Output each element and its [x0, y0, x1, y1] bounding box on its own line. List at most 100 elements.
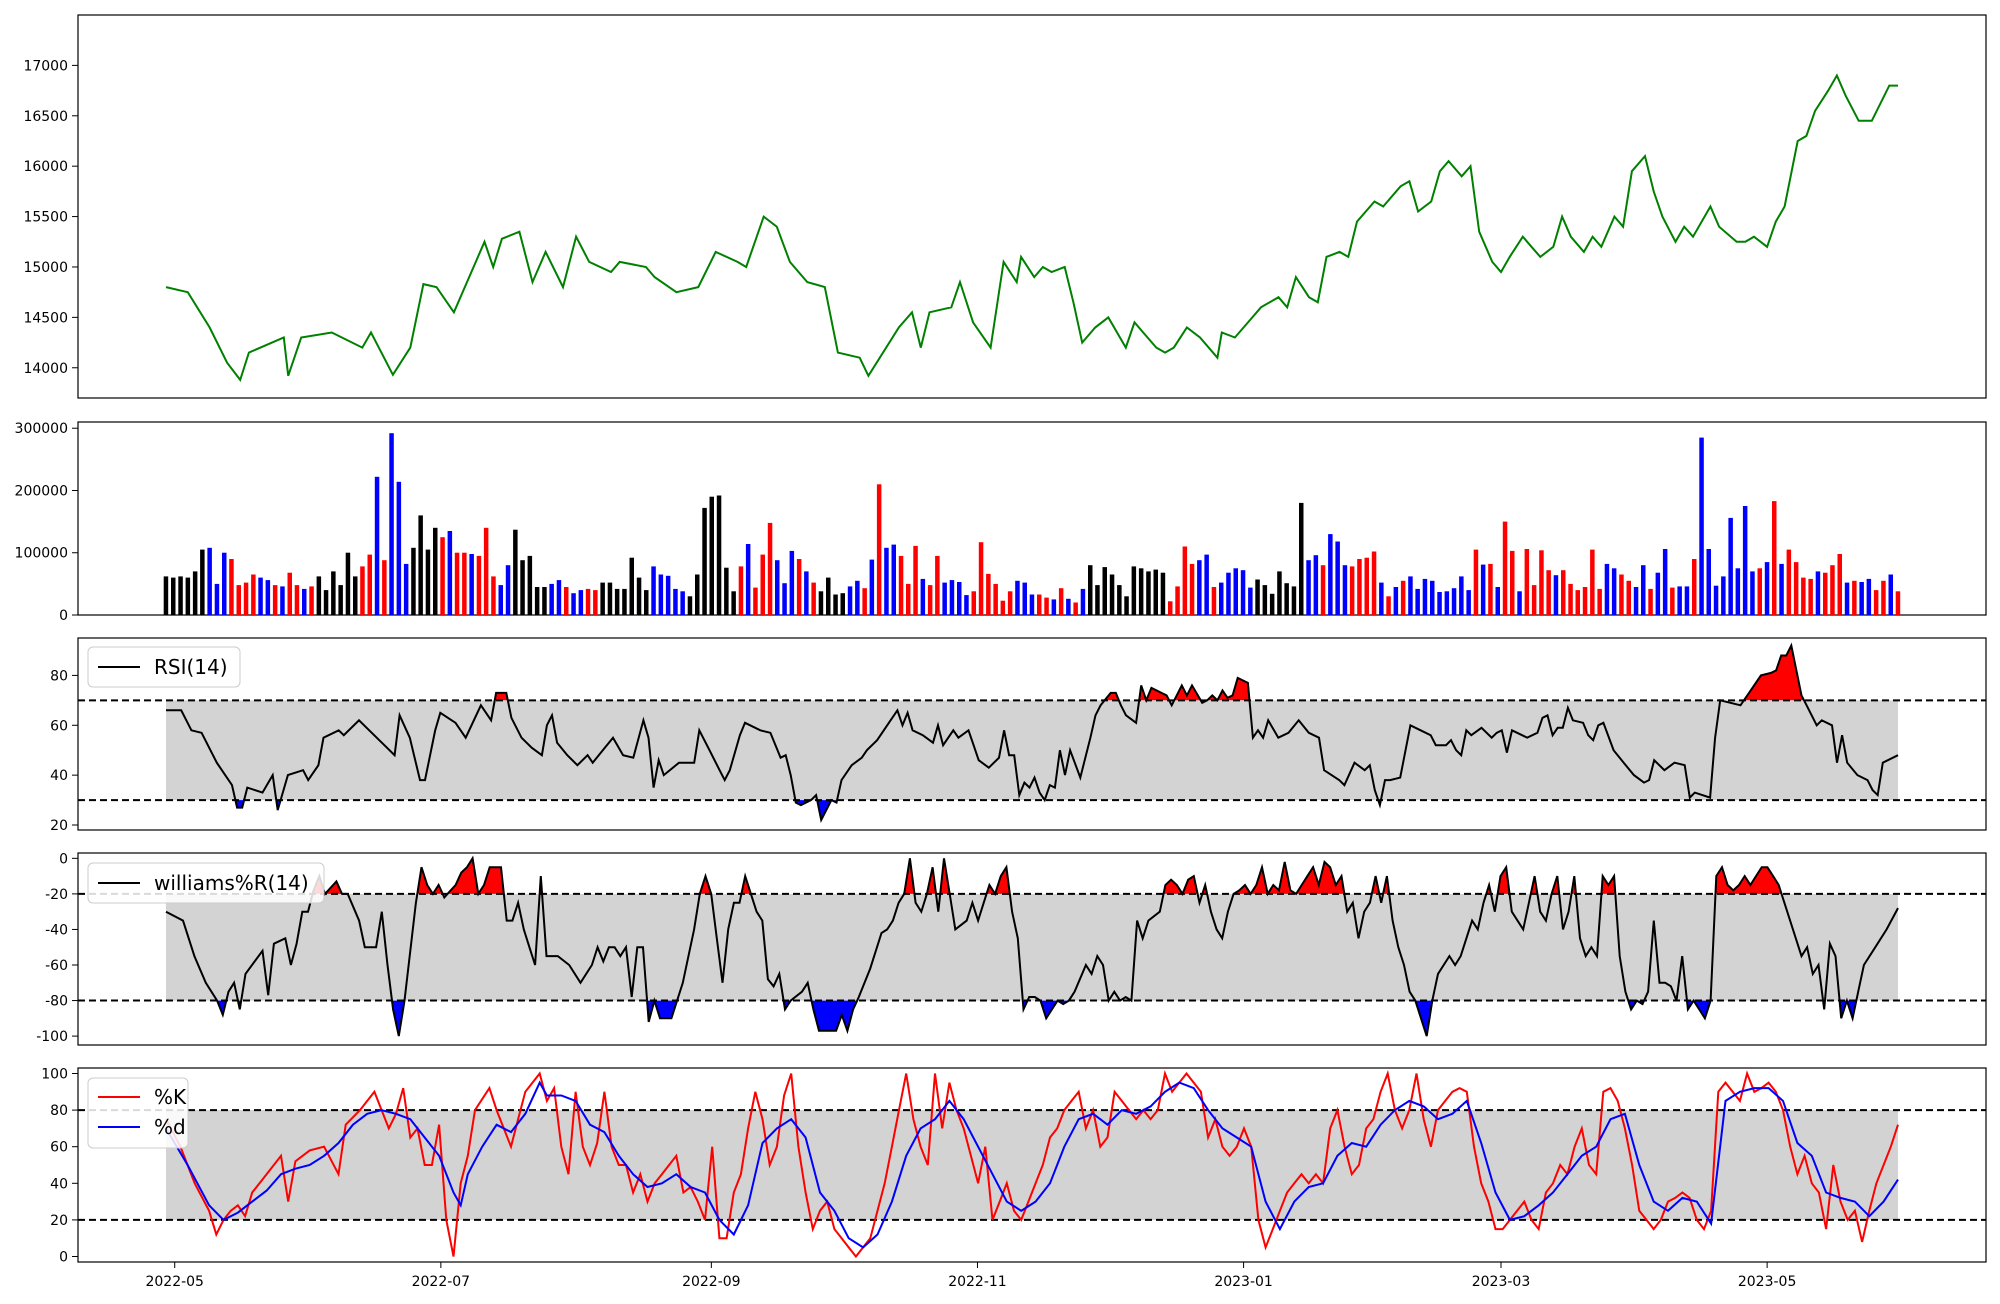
price-frame [77, 14, 1987, 399]
volume-bar [1793, 562, 1799, 615]
rsi-legend-label: RSI(14) [154, 655, 228, 679]
volume-bar [345, 552, 351, 615]
volume-bar [454, 552, 460, 615]
volume-bar [1007, 591, 1013, 615]
volume-bar [811, 582, 816, 615]
price-line [165, 73, 1898, 383]
volume-bar [869, 559, 875, 615]
volume-bar [1735, 568, 1741, 615]
volume-bar [243, 582, 249, 615]
rsi-overbought-fill [1217, 677, 1250, 701]
volume-bar [1342, 565, 1348, 615]
volume-bar [1291, 586, 1297, 615]
x-tick-label: 2022-09 [682, 1274, 741, 1290]
williams-ytick-label: 0 [59, 851, 68, 867]
williams-oversold-fill [392, 1000, 405, 1037]
volume-bar [556, 580, 562, 615]
volume-bar [1852, 580, 1857, 615]
volume-bar [1269, 593, 1275, 615]
volume-bar [1626, 580, 1631, 615]
volume-bar [1611, 568, 1617, 615]
volume-bar [898, 555, 904, 615]
volume-bar [796, 559, 802, 615]
stochastic-ytick-label: 80 [50, 1103, 68, 1119]
volume-bar [731, 591, 736, 615]
volume-bar [1182, 546, 1188, 615]
williams-overbought-fill [1715, 867, 1782, 894]
volume-bar [360, 566, 365, 615]
volume-bar [1408, 576, 1413, 615]
volume-bar [1786, 549, 1792, 615]
volume-bar [1095, 585, 1100, 615]
volume-bar [1080, 588, 1086, 615]
volume-bar [1866, 578, 1872, 615]
volume-bar [1830, 565, 1835, 615]
volume-bar [935, 555, 940, 615]
volume-bar [949, 580, 955, 615]
volume-bar [840, 593, 845, 615]
rsi-overbought-fill [1104, 692, 1119, 701]
volume-bar [1015, 580, 1020, 615]
volume-bar [1357, 559, 1362, 615]
volume-bar [1109, 574, 1115, 615]
volume-bar [1029, 594, 1035, 615]
volume-bar [1058, 588, 1064, 615]
price-ytick-label: 15500 [23, 210, 68, 226]
volume-bar [986, 573, 991, 615]
volume-bar [593, 590, 598, 615]
volume-bar [1364, 557, 1369, 615]
volume-bar [622, 588, 627, 615]
volume-bar [338, 585, 343, 615]
volume-bar [1750, 571, 1755, 615]
volume-bar [1808, 578, 1813, 615]
stochastic-ytick-label: 40 [50, 1176, 68, 1192]
volume-bar [1568, 583, 1573, 615]
volume-bar [1262, 585, 1268, 615]
stochastic-ytick-label: 20 [50, 1213, 68, 1229]
rsi-frame [77, 637, 1987, 831]
volume-bar [1073, 602, 1078, 615]
volume-bar [549, 583, 554, 615]
volume-bar [1277, 571, 1282, 615]
volume-bar [1153, 569, 1158, 615]
volume-bar [738, 566, 744, 615]
rsi-overbought-fill [1743, 645, 1804, 701]
volume-bar [1430, 580, 1435, 615]
volume-bar [1379, 582, 1384, 615]
volume-bar [425, 549, 431, 615]
volume-bar [469, 554, 474, 615]
volume-bar [1146, 571, 1151, 615]
volume-bar [1451, 588, 1457, 615]
volume-bar [513, 529, 518, 615]
volume-bar [636, 577, 642, 615]
volume-bar [651, 566, 656, 615]
volume-bar [200, 549, 205, 615]
volume-bar [418, 515, 423, 615]
volume-bar [1444, 591, 1450, 615]
volume-ytick-label: 0 [59, 608, 68, 624]
volume-bar [440, 537, 445, 615]
volume-bar [1473, 549, 1479, 615]
volume-bar [1124, 596, 1129, 615]
stochastic-legend-d-label: %d [154, 1115, 186, 1139]
volume-bar [1138, 568, 1144, 615]
volume-bar [534, 587, 540, 615]
volume-bar [1160, 572, 1166, 615]
volume-bar [1597, 588, 1602, 615]
volume-bar [396, 481, 402, 615]
volume-bar [1488, 563, 1493, 615]
volume-bar [462, 552, 467, 615]
volume-bar [942, 582, 947, 615]
volume-bar [163, 576, 169, 615]
volume-bar [833, 594, 838, 615]
volume-bar [687, 596, 693, 615]
rsi-overbought-fill [494, 692, 508, 701]
volume-bar [1684, 586, 1690, 615]
volume-bar [782, 583, 787, 615]
volume-bar [1037, 594, 1042, 615]
volume-bar [1670, 587, 1675, 615]
volume-bar [1859, 582, 1864, 615]
price-ytick-label: 17000 [23, 58, 68, 74]
